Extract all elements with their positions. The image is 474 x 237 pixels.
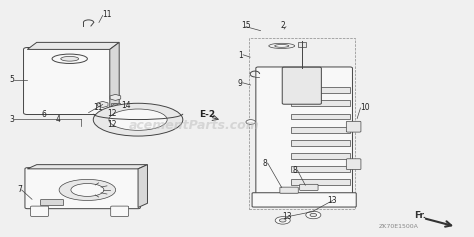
- Text: 15: 15: [241, 22, 250, 31]
- Bar: [298, 42, 306, 47]
- FancyBboxPatch shape: [111, 110, 119, 114]
- Ellipse shape: [52, 54, 87, 64]
- FancyBboxPatch shape: [280, 187, 298, 193]
- Text: 1: 1: [238, 51, 243, 60]
- Circle shape: [113, 104, 118, 107]
- Text: 9: 9: [238, 79, 243, 88]
- Bar: [291, 179, 350, 185]
- Bar: [249, 38, 355, 209]
- FancyBboxPatch shape: [31, 206, 48, 216]
- Ellipse shape: [71, 183, 104, 196]
- Ellipse shape: [93, 103, 183, 136]
- FancyBboxPatch shape: [256, 67, 353, 198]
- Bar: [291, 153, 350, 159]
- Text: 14: 14: [121, 101, 131, 110]
- Text: 12: 12: [108, 109, 117, 118]
- Text: 12: 12: [108, 120, 117, 129]
- Bar: [291, 114, 350, 119]
- Text: ZK70E1500A: ZK70E1500A: [378, 224, 418, 229]
- Text: acementParts.com: acementParts.com: [129, 119, 260, 132]
- Ellipse shape: [61, 56, 79, 61]
- Bar: [291, 100, 350, 106]
- FancyBboxPatch shape: [300, 184, 318, 190]
- Text: 2: 2: [280, 22, 285, 31]
- Polygon shape: [110, 42, 119, 113]
- Text: 10: 10: [360, 104, 370, 113]
- Polygon shape: [138, 165, 147, 208]
- Circle shape: [246, 120, 255, 124]
- Circle shape: [279, 219, 286, 222]
- FancyBboxPatch shape: [40, 200, 64, 206]
- Text: 7: 7: [17, 185, 22, 194]
- FancyBboxPatch shape: [25, 168, 140, 209]
- Bar: [291, 140, 350, 146]
- Text: 4: 4: [55, 115, 61, 124]
- Bar: [291, 87, 350, 93]
- Circle shape: [306, 211, 321, 219]
- Text: 13: 13: [328, 196, 337, 205]
- FancyBboxPatch shape: [111, 206, 128, 216]
- Text: Fr.: Fr.: [414, 211, 426, 220]
- Text: 8: 8: [292, 165, 297, 174]
- FancyBboxPatch shape: [346, 159, 361, 169]
- Text: 11: 11: [93, 104, 103, 113]
- FancyBboxPatch shape: [346, 121, 361, 132]
- FancyBboxPatch shape: [252, 193, 356, 207]
- Ellipse shape: [59, 179, 116, 201]
- Text: E-2: E-2: [199, 110, 215, 119]
- Polygon shape: [27, 42, 119, 49]
- FancyBboxPatch shape: [24, 48, 114, 114]
- Bar: [291, 166, 350, 172]
- Text: 5: 5: [9, 75, 14, 84]
- FancyBboxPatch shape: [111, 103, 119, 108]
- Polygon shape: [27, 165, 147, 169]
- Text: 13: 13: [282, 212, 292, 221]
- Text: 11: 11: [103, 10, 112, 19]
- Text: 8: 8: [263, 159, 267, 168]
- Circle shape: [275, 217, 290, 224]
- Bar: [291, 127, 350, 132]
- Circle shape: [113, 110, 118, 113]
- Text: 3: 3: [9, 115, 14, 124]
- Ellipse shape: [109, 109, 167, 130]
- FancyBboxPatch shape: [282, 67, 321, 104]
- Text: 6: 6: [41, 110, 46, 119]
- Ellipse shape: [275, 45, 289, 47]
- Circle shape: [310, 213, 317, 217]
